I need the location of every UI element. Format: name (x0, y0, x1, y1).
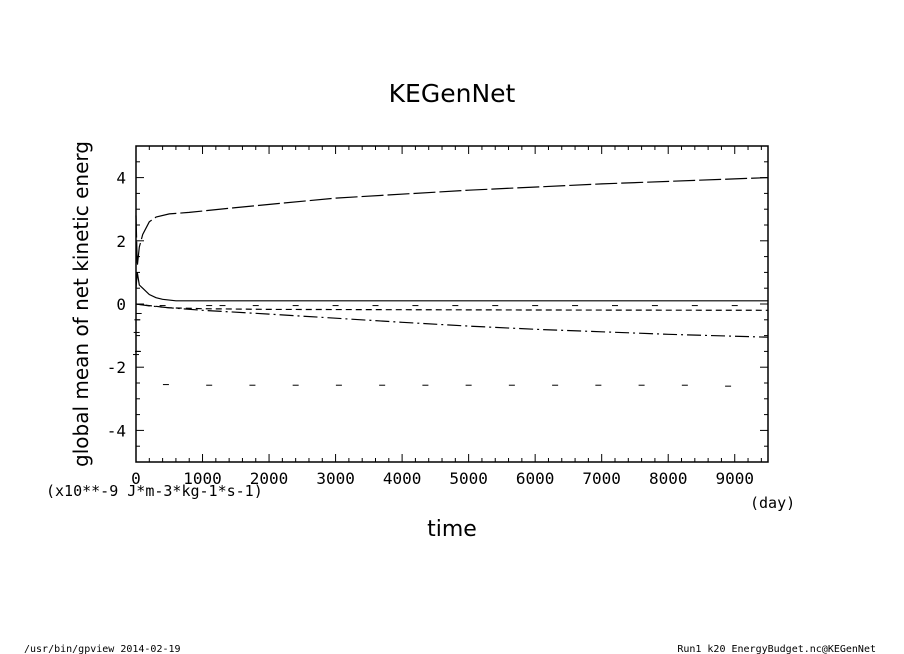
plot-frame (135, 145, 769, 463)
x-tick-label: 6000 (516, 469, 555, 488)
axis-ticks: 0 1000 2000 3000 4000 5000 6000 7000 8000 9000 -4 -… (107, 145, 768, 488)
x-tick-label: 5000 (449, 469, 488, 488)
x-axis-label: time (427, 517, 477, 542)
x-tick-label: 4000 (383, 469, 422, 488)
y-tick-label: 0 (116, 295, 126, 314)
x-tick-label: 7000 (582, 469, 621, 488)
series-group (133, 177, 769, 387)
y-axis-unit: (x10**-9 J*m-3*kg-1*s-1) (46, 482, 263, 500)
x-tick-label: 2000 (250, 469, 289, 488)
footer-right: Run1_k20_EnergyBudget.nc@KEGenNet (677, 644, 876, 654)
y-tick-label: 4 (116, 169, 126, 188)
x-tick-label: 8000 (649, 469, 688, 488)
x-tick-label: 1000 (183, 469, 222, 488)
y-tick-label: 2 (116, 232, 126, 251)
y-axis-label: global mean of net kinetic energ (69, 141, 93, 467)
x-tick-label: 3000 (316, 469, 355, 488)
y-tick-label: -2 (107, 358, 126, 377)
footer-left: /usr/bin/gpview 2014-02-19 (24, 644, 181, 654)
series-4-line (135, 303, 769, 338)
x-tick-label: 9000 (715, 469, 754, 488)
x-axis-unit: (day) (750, 494, 795, 512)
y-tick-label: -4 (107, 421, 126, 440)
series-1-line (135, 272, 768, 302)
chart-title: KEGenNet (389, 79, 516, 108)
series-3-line (135, 303, 769, 311)
series-2-line (135, 177, 769, 267)
x-tick-label: 0 (131, 469, 141, 488)
